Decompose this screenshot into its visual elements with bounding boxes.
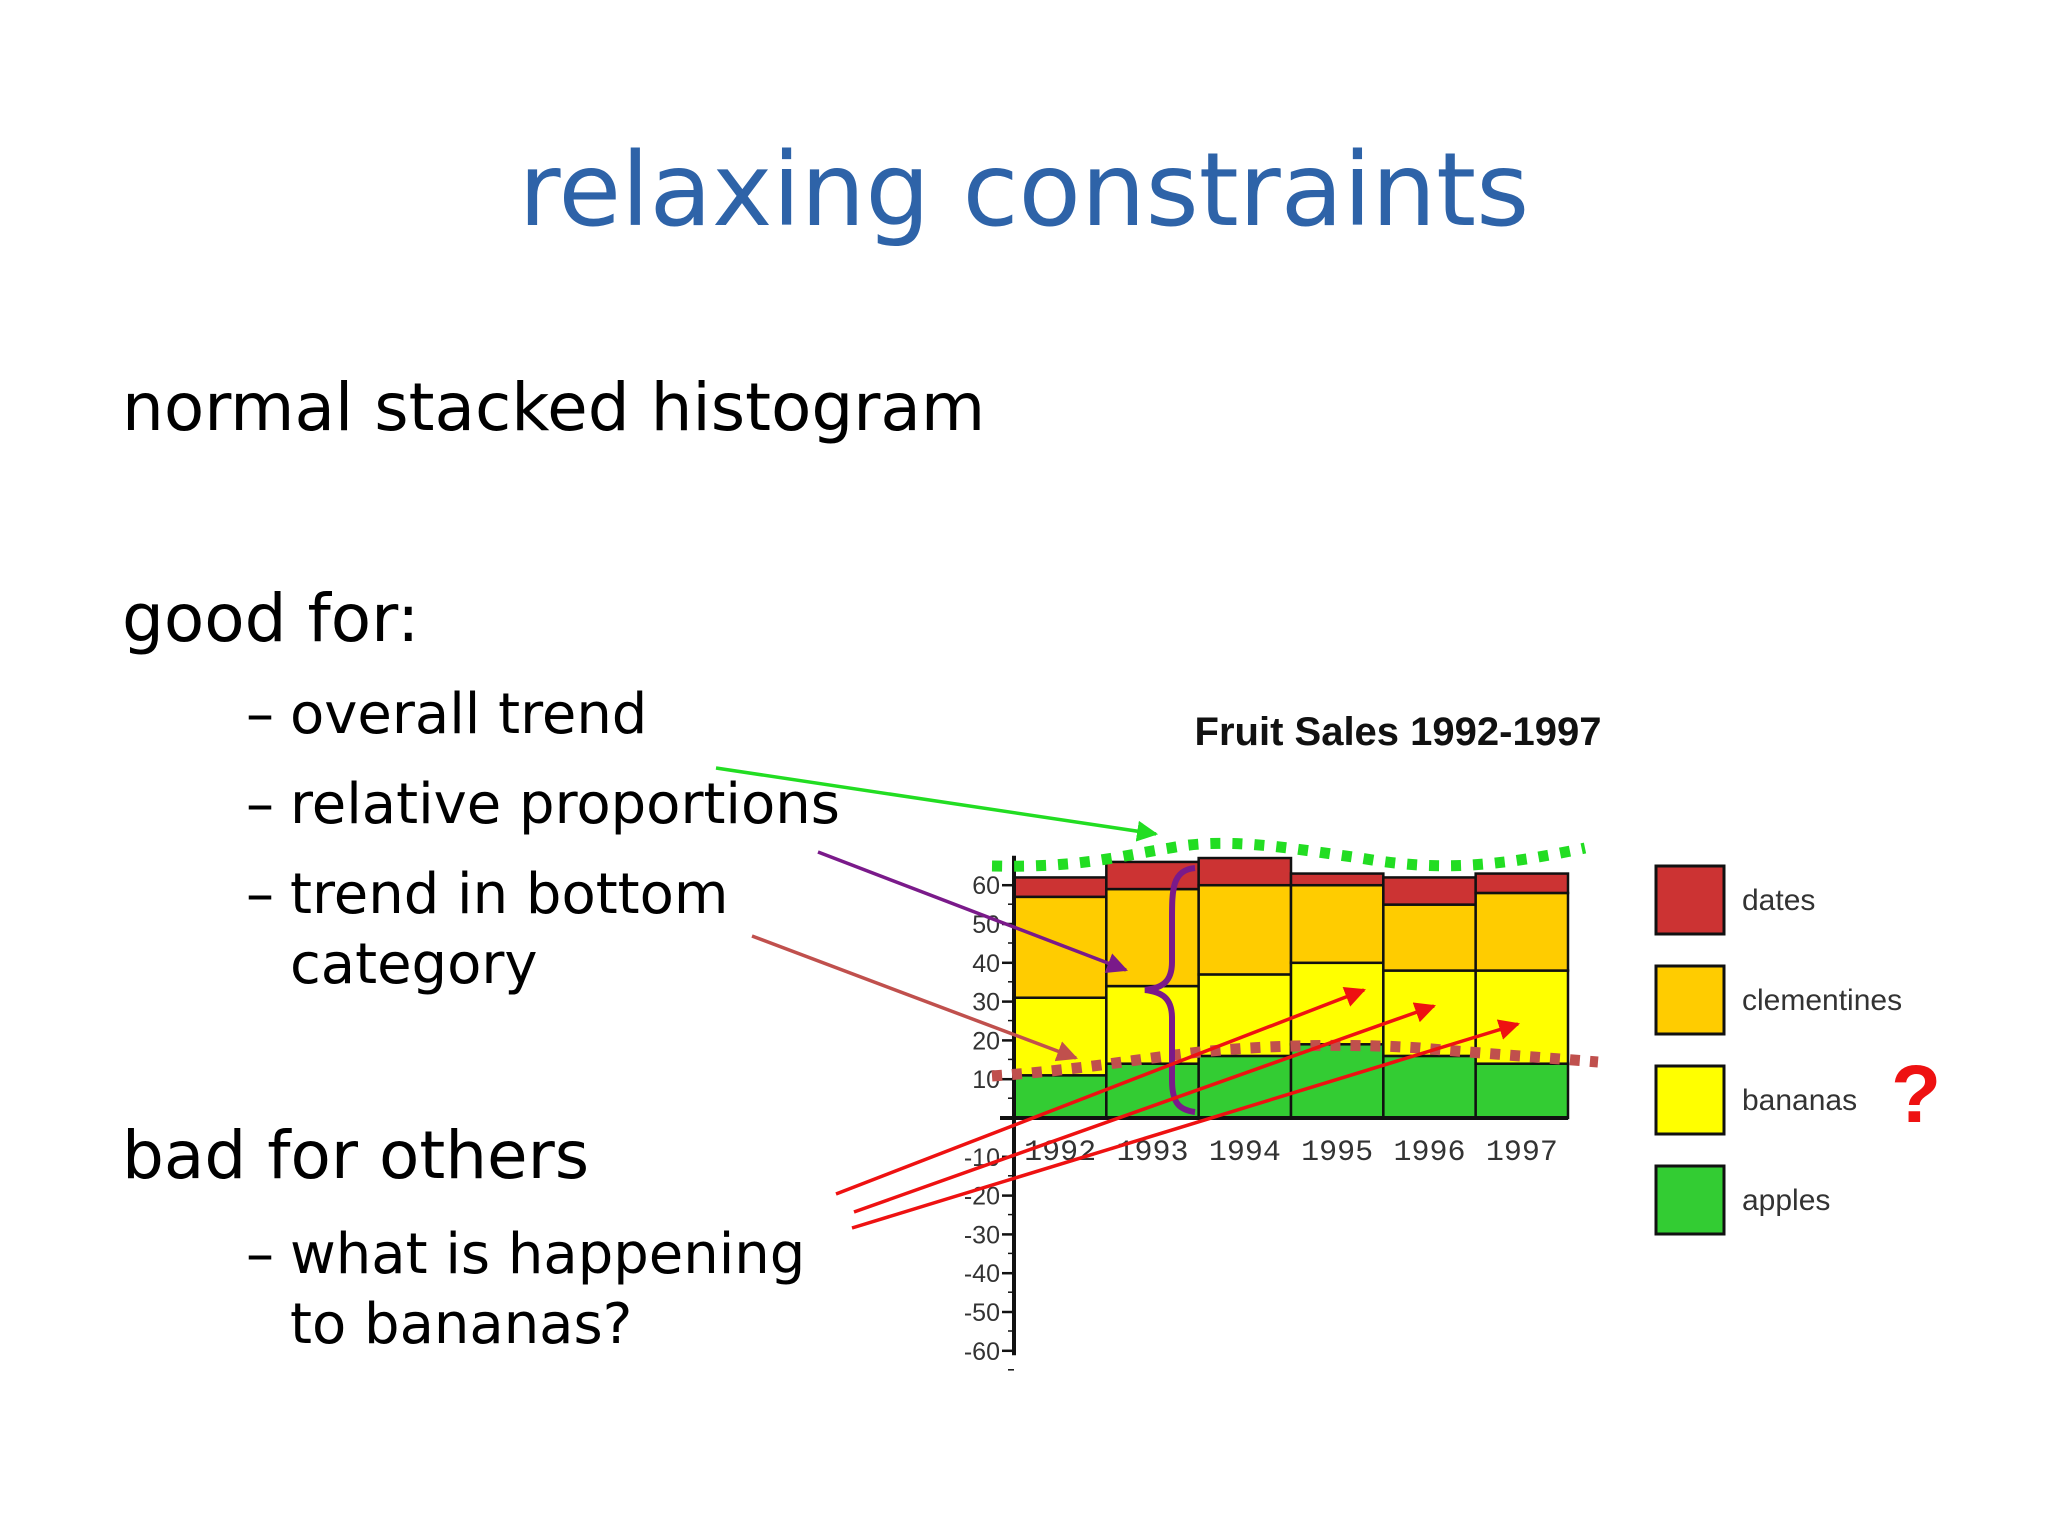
x-tick-label-1994: 1994 — [1209, 1136, 1281, 1170]
chart-title: Fruit Sales 1992-1997 — [1195, 710, 1602, 754]
bullet-relative-proportions: – relative proportions — [246, 770, 840, 840]
bullet-text: what is happening — [290, 1222, 806, 1287]
bullet-dash: – — [246, 682, 274, 747]
bullet-text: overall trend — [290, 682, 648, 747]
bar-segment-apples-1997 — [1474, 1062, 1570, 1120]
proportion-brace — [1144, 865, 1196, 1115]
y-tick-label-30: 30 — [972, 989, 1000, 1017]
bottom-category-arrow — [751, 934, 1078, 1062]
x-tick-label-1997: 1997 — [1486, 1136, 1558, 1170]
bar-segment-clementines-1992 — [1012, 895, 1108, 999]
bar-segment-clementines-1993 — [1105, 887, 1200, 988]
slide-title: relaxing constraints — [518, 131, 1530, 250]
heading-good-for: good for: — [122, 580, 420, 657]
bar-segment-clementines-1995 — [1289, 883, 1385, 965]
bananas-arrow-3 — [851, 1019, 1521, 1230]
bullet-dash: – — [246, 862, 274, 927]
heading-normal-stacked-histogram: normal stacked histogram — [122, 369, 986, 446]
overall-trend-arrow — [715, 766, 1159, 842]
legend: dates clementines bananas apples — [1654, 864, 1902, 1236]
bullet-text-continuation: to bananas? — [290, 1292, 633, 1357]
bullet-dash: – — [246, 772, 274, 837]
bar-segment-dates-1996 — [1382, 876, 1477, 906]
bar-segment-dates-1993 — [1105, 860, 1200, 891]
bananas-arrow-1 — [835, 987, 1366, 1196]
legend-swatch-bananas — [1654, 1064, 1726, 1136]
question-mark: ? — [1891, 1049, 1941, 1140]
legend-label-dates: dates — [1742, 884, 1815, 917]
bar-segment-dates-1997 — [1474, 872, 1570, 895]
y-tick-label-40: 40 — [972, 950, 1000, 978]
bullet-trend-bottom-category: – trend in bottom category — [246, 860, 728, 1000]
legend-label-apples: apples — [1742, 1184, 1830, 1217]
bottom-trend-dotted-line — [991, 1039, 1599, 1082]
bullet-text: relative proportions — [290, 772, 840, 837]
bar-segment-bananas-1993 — [1105, 984, 1200, 1065]
bar-segment-apples-1996 — [1382, 1054, 1477, 1120]
bananas-arrow-2 — [853, 1002, 1436, 1214]
bar-segment-clementines-1996 — [1382, 903, 1477, 972]
bar-segment-dates-1995 — [1289, 872, 1385, 887]
x-tick-label-1993: 1993 — [1116, 1136, 1188, 1170]
annotations-layer — [715, 766, 1599, 1230]
y-tick-label--60: -60 — [964, 1338, 1000, 1366]
y-tick-label-60: 60 — [972, 872, 1000, 900]
bullet-overall-trend: – overall trend — [246, 680, 647, 750]
bullet-text-continuation: category — [290, 932, 538, 997]
y-tick-label-20: 20 — [972, 1027, 1000, 1055]
y-tick-label--40: -40 — [964, 1260, 1000, 1288]
bar-segment-bananas-1997 — [1474, 969, 1570, 1065]
bar-segment-bananas-1995 — [1289, 961, 1385, 1046]
legend-label-clementines: clementines — [1742, 984, 1902, 1017]
relative-proportions-arrow — [817, 850, 1128, 974]
bullet-bananas-question: – what is happening to bananas? — [246, 1220, 805, 1360]
bars-layer — [1012, 856, 1570, 1120]
overall-trend-dotted-line — [991, 837, 1587, 872]
bar-segment-dates-1992 — [1012, 876, 1108, 899]
legend-label-bananas: bananas — [1742, 1084, 1857, 1117]
heading-bad-for-others: bad for others — [122, 1117, 590, 1194]
bar-segment-dates-1994 — [1197, 856, 1293, 887]
legend-swatch-clementines — [1654, 964, 1726, 1036]
bar-segment-clementines-1994 — [1197, 883, 1293, 976]
y-tick-label--30: -30 — [964, 1221, 1000, 1249]
x-tick-label-1995: 1995 — [1301, 1136, 1373, 1170]
bar-segment-clementines-1997 — [1474, 891, 1570, 972]
legend-swatch-dates — [1654, 864, 1726, 936]
bullet-dash: – — [246, 1222, 274, 1287]
bullet-text: trend in bottom — [290, 862, 729, 927]
x-tick-label-1996: 1996 — [1393, 1136, 1465, 1170]
y-tick-label--50: -50 — [964, 1299, 1000, 1327]
legend-swatch-apples — [1654, 1164, 1726, 1236]
